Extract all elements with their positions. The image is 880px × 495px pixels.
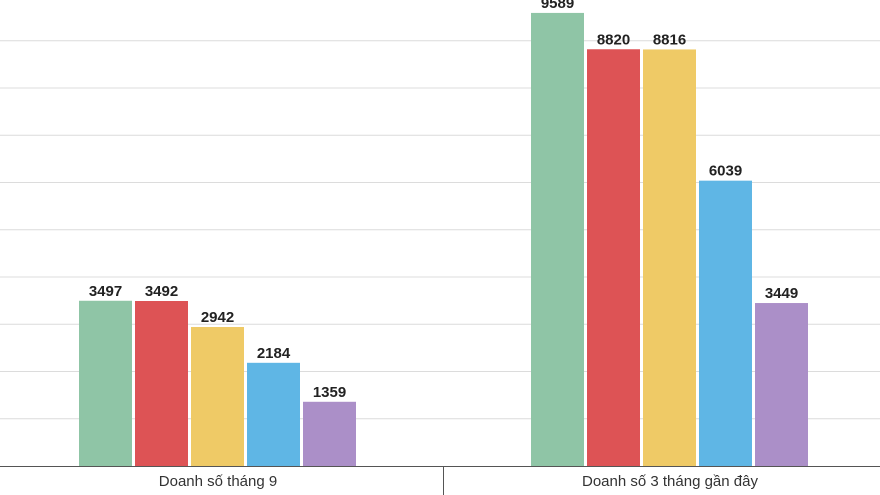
data-label: 3497: [89, 283, 122, 300]
bar: [191, 326, 244, 466]
data-label: 3492: [145, 283, 178, 300]
value-labels: 3497 3492 2942 2184 1359 9589 8820 8816 6039 3449: [89, 0, 798, 401]
data-label: 8816: [653, 31, 686, 48]
x-tick-label: Doanh số 3 tháng gần đây: [582, 473, 758, 490]
data-label: 3449: [765, 285, 798, 302]
bar: [643, 49, 696, 466]
bar: [699, 180, 752, 466]
data-label: 9589: [541, 0, 574, 12]
data-label: 1359: [313, 384, 346, 401]
bar: [79, 300, 132, 466]
data-label: 2184: [257, 345, 291, 362]
bar: [247, 362, 300, 466]
bar: [303, 401, 356, 466]
bar: [135, 301, 188, 466]
data-label: 8820: [597, 31, 630, 48]
bars: [79, 12, 808, 467]
bar: [531, 12, 584, 467]
data-label: 2942: [201, 309, 234, 326]
data-label: 6039: [709, 163, 742, 180]
bar: [755, 303, 808, 466]
bar: [587, 49, 640, 466]
x-tick-label: Doanh số tháng 9: [159, 473, 277, 490]
x-axis: Doanh số tháng 9 Doanh số 3 tháng gần đây: [0, 466, 880, 495]
